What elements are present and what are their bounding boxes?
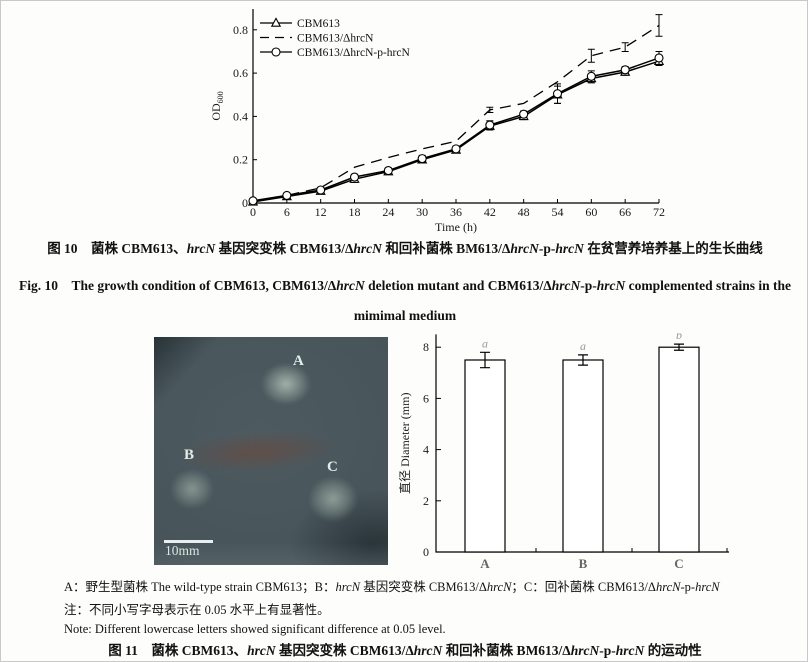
growth-curve-chart: 0 6 12 18 24 30 36 42 48 54 60 66 72 0 0.2 0.4 0.6 0.8 Tim… bbox=[204, 5, 684, 240]
marker-circle bbox=[248, 196, 258, 206]
motility-plate-photo: A B C 10mm bbox=[154, 337, 388, 565]
error-bar bbox=[587, 48, 595, 63]
sig-letter-A: a bbox=[482, 336, 488, 350]
series-line-0 bbox=[252, 60, 660, 203]
marker-circle bbox=[451, 144, 461, 154]
bar-B bbox=[562, 359, 604, 553]
note-significance-cn: 注：不同小写字母表示在 0.05 水平上有显著性。 bbox=[64, 603, 330, 617]
bar-error-A bbox=[480, 351, 490, 369]
marker-circle bbox=[282, 190, 292, 200]
marker-circle bbox=[586, 71, 596, 81]
series-line-2 bbox=[252, 57, 660, 202]
colony-label-a: A bbox=[293, 353, 304, 369]
x-tick-label: 60 bbox=[585, 205, 597, 219]
marker-circle bbox=[417, 154, 427, 164]
x-tick-label: 54 bbox=[552, 205, 564, 219]
marker-circle bbox=[485, 120, 495, 130]
legend-label-2: CBM613/ΔhrcN-p-hrcN bbox=[297, 47, 410, 59]
x-tick-label: 30 bbox=[416, 205, 428, 219]
bar-error-C bbox=[674, 343, 684, 351]
error-bar bbox=[486, 106, 494, 114]
x-tick-label: 18 bbox=[349, 205, 361, 219]
x-tick-label: 24 bbox=[382, 205, 394, 219]
legend-marker-circle bbox=[271, 47, 281, 57]
bar-error-B bbox=[578, 354, 588, 366]
y-tick-label: 6 bbox=[423, 391, 429, 405]
y-tick-label: 0.4 bbox=[233, 109, 248, 123]
colony-c bbox=[308, 476, 358, 522]
y-axis-title: 直径 Diameter (mm) bbox=[399, 393, 412, 494]
error-bar bbox=[655, 14, 663, 37]
marker-circle bbox=[383, 165, 393, 176]
y-tick-label: 0 bbox=[423, 545, 429, 559]
marker-circle bbox=[349, 172, 360, 182]
note-significance-en: Note: Different lowercase letters showed… bbox=[64, 622, 446, 636]
category-label-A: A bbox=[480, 556, 490, 571]
legend-marker-triangle bbox=[270, 17, 282, 27]
colony-label-c: C bbox=[327, 459, 338, 475]
bar-A bbox=[464, 359, 506, 553]
legend-label-1: CBM613/ΔhrcN bbox=[297, 33, 374, 45]
x-axis-title: Time (h) bbox=[435, 220, 477, 234]
x-tick-label: 0 bbox=[250, 205, 256, 219]
y-axis-title: OD600 bbox=[209, 91, 225, 120]
y-tick-label: 2 bbox=[423, 494, 429, 508]
y-tick-label: 8 bbox=[423, 340, 429, 354]
y-tick-label: 0.2 bbox=[233, 153, 248, 167]
category-label-B: B bbox=[579, 556, 588, 571]
note-strain-legend: A：野生型菌株 The wild-type strain CBM613；B：hr… bbox=[64, 580, 720, 594]
x-tick-label: 66 bbox=[619, 205, 631, 219]
growth-curve-svg: 0 6 12 18 24 30 36 42 48 54 60 66 72 0 0.2 0.4 0.6 0.8 Tim… bbox=[209, 9, 665, 234]
y-tick-label: 4 bbox=[423, 443, 429, 457]
x-tick-label: 6 bbox=[284, 205, 290, 219]
sig-letter-B: a bbox=[580, 339, 586, 353]
colony-b bbox=[170, 469, 214, 509]
sig-letter-C: b bbox=[676, 333, 682, 342]
y-tick-label: 0 bbox=[242, 196, 248, 210]
x-tick-label: 72 bbox=[653, 205, 665, 219]
marker-circle bbox=[519, 109, 529, 119]
scale-bar bbox=[164, 540, 213, 543]
error-bar bbox=[621, 42, 629, 52]
fig10-caption-en-line2: mimimal medium bbox=[353, 308, 457, 323]
diameter-bar-svg: 0 2 4 6 8 直径 Diameter (mm) a Aa Bb C bbox=[399, 333, 729, 571]
y-tick-label: 0.8 bbox=[233, 23, 248, 37]
colony-label-b: B bbox=[184, 447, 195, 463]
scale-bar-label: 10mm bbox=[165, 543, 200, 558]
marker-circle bbox=[620, 65, 630, 75]
x-tick-label: 42 bbox=[484, 205, 496, 219]
y-tick-label: 0.6 bbox=[233, 66, 248, 80]
fig10-caption-en-line1: Fig. 10 The growth condition of CBM613, … bbox=[19, 278, 791, 293]
marker-circle bbox=[654, 53, 664, 63]
fig11-caption-cn: 图 11 菌株 CBM613、hrcN 基因突变株 CBM613/ΔhrcN 和… bbox=[108, 643, 702, 658]
marker-circle bbox=[552, 89, 563, 99]
fig10-caption-cn: 图 10 菌株 CBM613、hrcN 基因突变株 CBM613/ΔhrcN 和… bbox=[47, 241, 763, 256]
legend-label-0: CBM613 bbox=[297, 18, 340, 30]
marker-circle bbox=[316, 185, 326, 195]
category-label-C: C bbox=[674, 556, 683, 571]
x-tick-label: 12 bbox=[315, 205, 327, 219]
bar-C bbox=[658, 346, 700, 553]
colony-a bbox=[261, 363, 311, 405]
x-tick-label: 36 bbox=[450, 205, 462, 219]
x-tick-label: 48 bbox=[518, 205, 530, 219]
